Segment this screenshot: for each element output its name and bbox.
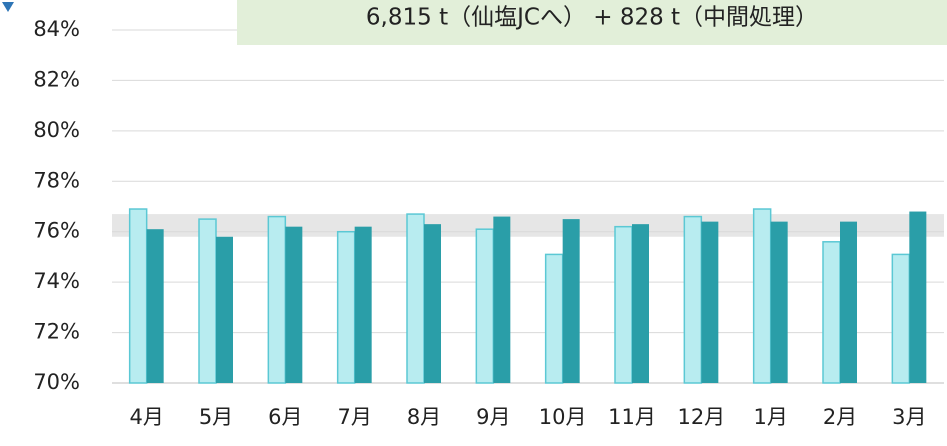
x-tick-label: 6月 xyxy=(268,405,302,429)
bar xyxy=(493,216,511,383)
bar xyxy=(406,213,425,384)
bar xyxy=(424,224,441,383)
bar xyxy=(701,221,719,383)
x-tick-label: 12月 xyxy=(677,405,725,429)
y-tick-label: 80% xyxy=(33,118,80,142)
annotation: 6,815 t（仙塩JCへ） + 828 t（中間処理） xyxy=(366,5,818,31)
bar xyxy=(354,226,372,383)
x-tick-label: 10月 xyxy=(539,405,587,429)
bar xyxy=(285,226,303,383)
bar xyxy=(683,215,703,384)
bar xyxy=(840,221,857,383)
annotation-box xyxy=(237,0,947,45)
bar xyxy=(752,208,772,384)
y-tick-label: 74% xyxy=(33,269,80,293)
bar xyxy=(475,228,495,384)
x-tick-label: 9月 xyxy=(476,405,510,429)
y-tick-label: 78% xyxy=(33,168,80,192)
bar xyxy=(267,215,287,384)
bar xyxy=(909,211,927,383)
x-tick-label: 8月 xyxy=(407,405,441,429)
x-tick-label: 5月 xyxy=(199,405,233,429)
y-tick-label: 70% xyxy=(33,370,80,394)
bar xyxy=(216,236,233,383)
bar xyxy=(562,219,580,383)
bar xyxy=(770,221,788,383)
bar xyxy=(146,229,164,383)
x-tick-label: 2月 xyxy=(823,405,857,429)
y-tick-label: 84% xyxy=(33,17,80,41)
bar xyxy=(632,224,649,383)
bar xyxy=(822,241,841,384)
y-tick-label: 72% xyxy=(33,320,80,344)
bar xyxy=(614,225,633,384)
x-tick-label: 4月 xyxy=(129,405,163,429)
bar xyxy=(336,230,356,384)
x-tick-label: 7月 xyxy=(337,405,371,429)
x-tick-label: 1月 xyxy=(753,405,787,429)
bar xyxy=(198,218,217,384)
bar xyxy=(544,253,564,384)
x-tick-label: 11月 xyxy=(608,405,656,429)
bar xyxy=(891,253,911,384)
x-tick-label: 3月 xyxy=(892,405,926,429)
y-tick-label: 82% xyxy=(33,67,80,91)
y-tick-label: 76% xyxy=(33,219,80,243)
shaded-range xyxy=(112,214,944,237)
bar xyxy=(128,208,148,384)
arrow-fragment xyxy=(2,2,14,12)
